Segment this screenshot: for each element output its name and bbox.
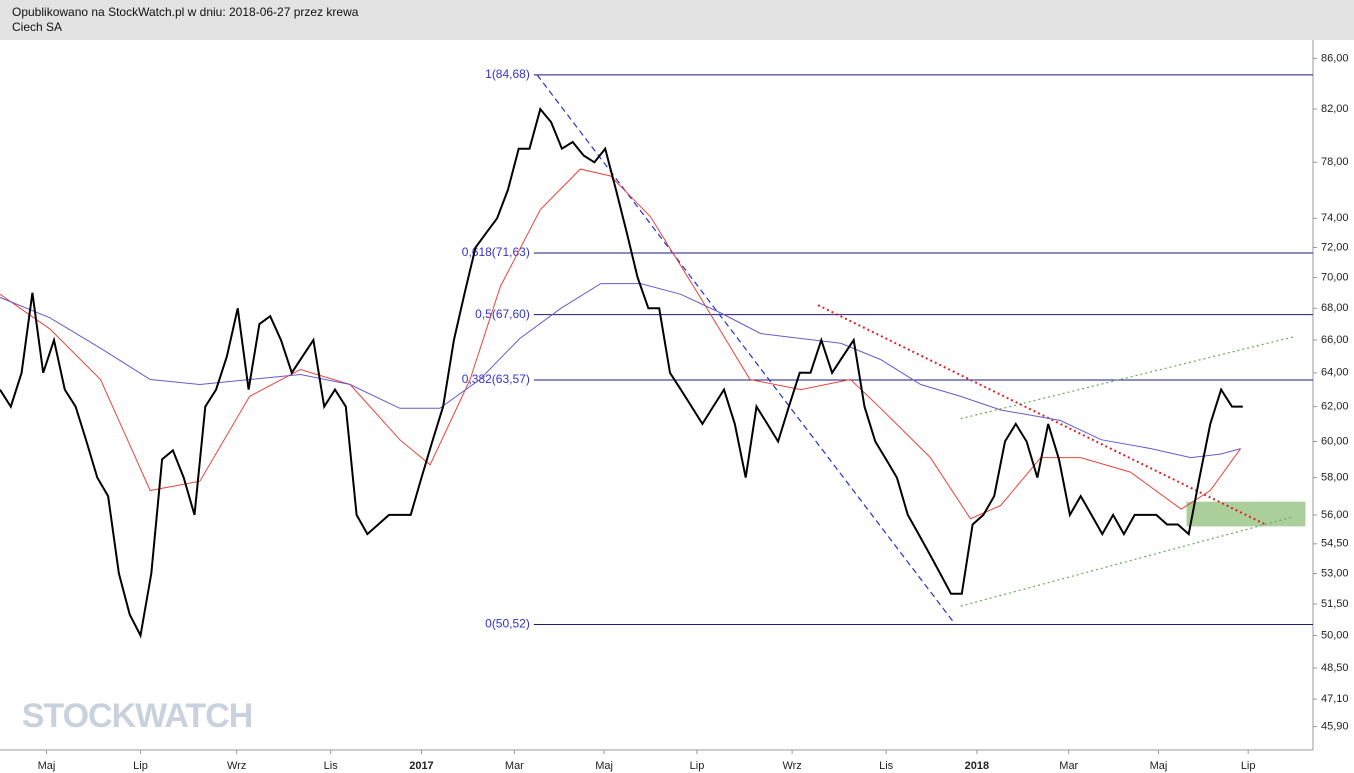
y-tick-label: 66,00 <box>1321 334 1349 346</box>
trendline <box>817 304 1266 526</box>
watermark: STOCKWATCH <box>22 697 253 735</box>
y-tick-label: 53,00 <box>1321 567 1349 579</box>
y-tick-label: 70,00 <box>1321 271 1349 283</box>
price-line <box>0 283 1241 459</box>
y-tick-label: 48,50 <box>1321 662 1349 674</box>
x-tick-label: 2017 <box>409 760 433 772</box>
y-tick-label: 47,10 <box>1321 693 1349 705</box>
trendline <box>960 336 1294 420</box>
x-tick-label: Lis <box>879 760 894 772</box>
x-tick-label: Maj <box>38 760 56 772</box>
fib-label: 1(84,68) <box>485 67 530 81</box>
y-tick-label: 78,00 <box>1321 156 1349 168</box>
x-tick-label: Wrz <box>782 760 801 772</box>
y-tick-label: 68,00 <box>1321 302 1349 314</box>
x-tick-label: Mar <box>505 760 524 772</box>
x-tick-label: Maj <box>1150 760 1168 772</box>
fib-label: 0,618(71,63) <box>462 245 530 259</box>
y-tick-label: 56,00 <box>1321 509 1349 521</box>
x-tick-label: Mar <box>1059 760 1078 772</box>
y-tick-label: 45,90 <box>1321 720 1349 732</box>
y-tick-label: 74,00 <box>1321 212 1349 224</box>
x-tick-label: Lip <box>690 760 705 772</box>
y-tick-label: 64,00 <box>1321 367 1349 379</box>
chart: STOCKWATCH 86,00 82,00 78,00 74,00 72,00 70,0… <box>0 40 1349 772</box>
x-tick-label: Lip <box>133 760 148 772</box>
header: Opublikowano na StockWatch.pl w dniu: 20… <box>0 0 1354 40</box>
y-tick-label: 60,00 <box>1321 435 1349 447</box>
y-tick-label: 51,50 <box>1321 598 1349 610</box>
x-tick-label: 2018 <box>965 760 989 772</box>
fib-label: 0,382(63,57) <box>462 372 530 386</box>
x-tick-label: Wrz <box>227 760 246 772</box>
fib-label: 0,5(67,60) <box>475 307 530 321</box>
price-line <box>0 106 1243 639</box>
y-tick-label: 82,00 <box>1321 103 1349 115</box>
x-tick-label: Maj <box>595 760 613 772</box>
y-tick-label: 72,00 <box>1321 241 1349 253</box>
price-line <box>0 168 1242 520</box>
y-tick-label: 58,00 <box>1321 471 1349 483</box>
x-tick-label: Lip <box>1241 760 1256 772</box>
trendline <box>536 74 956 625</box>
header-line: Opublikowano na StockWatch.pl w dniu: 20… <box>12 5 359 19</box>
header-line: Ciech SA <box>12 20 63 34</box>
y-tick-label: 86,00 <box>1321 52 1349 64</box>
x-tick-label: Lis <box>324 760 339 772</box>
y-tick-label: 50,00 <box>1321 629 1349 641</box>
y-tick-label: 54,50 <box>1321 538 1349 550</box>
y-tick-label: 62,00 <box>1321 401 1349 413</box>
fib-label: 0(50,52) <box>485 617 530 631</box>
